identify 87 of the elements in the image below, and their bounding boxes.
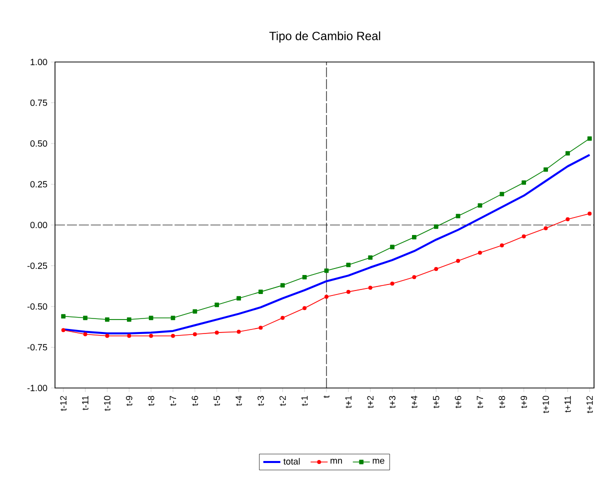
- point: [83, 316, 88, 320]
- point: [105, 317, 110, 322]
- point: [83, 332, 88, 336]
- point: [61, 328, 66, 332]
- point: [302, 274, 307, 280]
- point: [588, 212, 592, 216]
- point: [544, 167, 548, 172]
- point: [236, 330, 241, 334]
- point: [170, 316, 176, 320]
- y-tick-label: 0.75: [30, 100, 48, 106]
- x-tick-label: t-2: [279, 396, 286, 406]
- point: [346, 290, 350, 294]
- point: [302, 306, 307, 310]
- point: [368, 255, 373, 260]
- x-tick-label: t-12: [60, 396, 66, 411]
- point: [192, 332, 197, 336]
- point: [522, 180, 526, 185]
- point: [390, 282, 394, 286]
- x-tick-label: t-10: [104, 396, 110, 411]
- point: [324, 294, 328, 299]
- point: [149, 334, 154, 338]
- point: [214, 330, 219, 335]
- y-tick-label: -0.50: [27, 303, 48, 310]
- x-tick-label: t+7: [476, 396, 484, 408]
- x-tick-label: t+8: [498, 396, 506, 408]
- y-tick-label: 0.25: [30, 181, 48, 188]
- point: [258, 326, 263, 330]
- point: [280, 283, 285, 288]
- x-tick-label: t+1: [345, 396, 352, 408]
- point: [390, 244, 394, 250]
- y-tick-label: 1.00: [30, 58, 48, 66]
- point: [61, 314, 66, 318]
- point: [126, 317, 132, 322]
- point: [566, 217, 570, 222]
- point: [280, 316, 285, 320]
- point: [192, 309, 198, 314]
- x-tick-label: t+3: [389, 396, 396, 408]
- x-tick-label: t-8: [148, 396, 154, 406]
- y-tick-label: -0.25: [27, 262, 48, 269]
- point: [368, 286, 372, 290]
- point: [148, 316, 154, 320]
- x-tick-label: t+2: [367, 396, 374, 408]
- y-tick-label: -0.75: [27, 344, 48, 350]
- point: [456, 258, 460, 263]
- legend-label: total: [283, 458, 300, 465]
- x-tick-label: t+12: [586, 396, 593, 414]
- point: [127, 334, 132, 338]
- x-tick-label: t+9: [520, 396, 528, 408]
- point: [324, 268, 329, 273]
- point: [105, 334, 110, 338]
- point: [522, 234, 526, 238]
- x-tick-label: t-4: [236, 396, 242, 406]
- point: [434, 267, 438, 271]
- x-tick-label: t-7: [170, 396, 176, 406]
- point: [500, 192, 504, 196]
- chart-title: Tipo de Cambio Real: [269, 31, 380, 43]
- x-tick-label: t-11: [82, 396, 88, 410]
- x-tick-label: t-9: [126, 396, 132, 406]
- point: [587, 136, 592, 141]
- point: [500, 243, 504, 248]
- point: [236, 296, 241, 301]
- y-tick-label: 0.00: [30, 222, 48, 228]
- x-tick-label: t-1: [301, 396, 308, 406]
- point: [434, 224, 438, 229]
- x-tick-label: t+11: [564, 396, 571, 412]
- legend-label: me: [372, 458, 384, 464]
- point: [170, 334, 175, 338]
- point: [412, 275, 416, 280]
- point: [478, 250, 482, 255]
- x-tick-label: t+10: [542, 396, 549, 414]
- x-tick-label: t-6: [192, 396, 198, 406]
- legend-label: mn: [330, 458, 342, 464]
- point: [544, 226, 548, 230]
- x-tick-label: t: [324, 396, 330, 398]
- point: [346, 262, 351, 268]
- x-tick-label: t+6: [454, 396, 462, 408]
- x-tick-label: t+5: [432, 396, 440, 408]
- x-tick-label: t-5: [214, 396, 220, 406]
- point: [566, 151, 570, 156]
- x-tick-label: t-3: [258, 396, 264, 406]
- point: [258, 290, 263, 294]
- point: [478, 203, 482, 208]
- point: [412, 235, 416, 240]
- y-tick-label: 0.50: [30, 140, 48, 147]
- y-tick-label: -1.00: [27, 384, 48, 392]
- point: [214, 302, 220, 308]
- x-tick-label: t+4: [411, 396, 418, 408]
